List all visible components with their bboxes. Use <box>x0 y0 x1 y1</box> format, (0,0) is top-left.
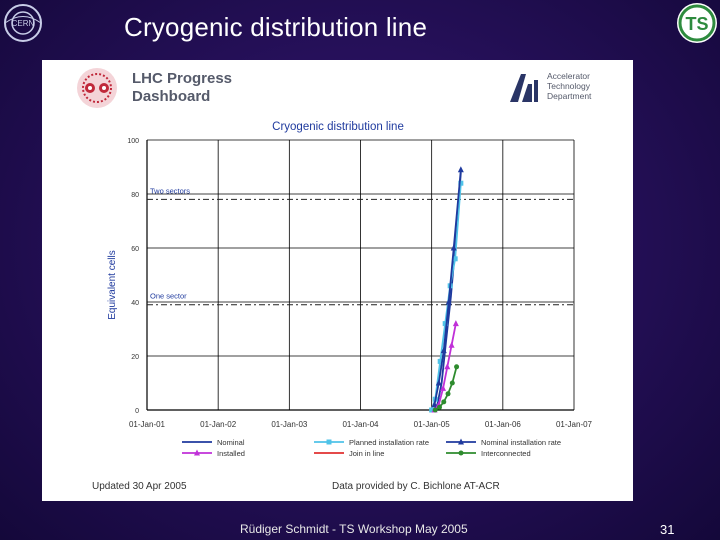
circle-marker <box>436 404 442 410</box>
square-marker <box>458 180 464 186</box>
triangle-marker <box>448 341 455 348</box>
atd-line2: Technology <box>547 81 591 91</box>
triangle-marker <box>457 166 464 173</box>
y-tick-label: 60 <box>131 246 139 253</box>
x-tick-label: 01-Jan-03 <box>271 420 308 429</box>
ts-logo-text: TS <box>685 14 708 34</box>
triangle-marker <box>444 363 451 370</box>
x-tick-label: 01-Jan-05 <box>414 420 451 429</box>
y-tick-label: 0 <box>135 408 139 415</box>
x-tick-label: 01-Jan-02 <box>200 420 237 429</box>
triangle-marker <box>445 298 452 305</box>
x-tick-label: 01-Jan-04 <box>342 420 379 429</box>
circle-marker <box>454 364 460 370</box>
y-tick-label: 20 <box>131 354 139 361</box>
y-tick-label: 80 <box>131 192 139 199</box>
triangle-marker <box>450 244 457 251</box>
atd-line1: Accelerator <box>547 71 590 81</box>
dashboard-title: LHC Progress Dashboard <box>132 70 232 106</box>
atd-department-label: Accelerator Technology Department <box>547 71 591 101</box>
legend-label: Interconnected <box>481 449 531 458</box>
reference-line-label: Two sectors <box>150 186 190 195</box>
y-tick-label: 100 <box>127 138 139 145</box>
square-marker <box>437 358 443 364</box>
triangle-marker <box>194 449 200 456</box>
atd-line3: Department <box>547 91 592 101</box>
legend-label: Nominal <box>217 438 245 447</box>
atd-logo <box>510 74 538 102</box>
chart-title: Cryogenic distribution line <box>272 121 404 133</box>
y-axis-label: Equivalent cells <box>107 250 118 319</box>
triangle-marker <box>431 401 438 408</box>
triangle-marker <box>440 347 447 354</box>
circle-marker <box>432 407 438 413</box>
triangle-marker <box>440 384 447 391</box>
square-marker <box>429 407 435 413</box>
legend-label: Planned installation rate <box>349 438 429 447</box>
progress-chart: Cryogenic distribution line 01-Jan-01 01-J… <box>107 121 593 458</box>
lhc-dashboard-logo <box>77 68 117 108</box>
slide-title: Cryogenic distribution line <box>124 12 428 42</box>
dashboard-title-line2: Dashboard <box>132 88 211 105</box>
legend-label: Nominal installation rate <box>481 438 561 447</box>
x-tick-label: 01-Jan-07 <box>556 420 593 429</box>
square-marker <box>452 256 458 262</box>
square-marker <box>442 321 448 327</box>
triangle-marker <box>435 379 442 386</box>
circle-marker <box>458 450 464 456</box>
circle-marker <box>449 380 455 386</box>
updated-date: Updated 30 Apr 2005 <box>92 481 187 492</box>
series-line <box>433 169 462 405</box>
data-source: Data provided by C. Bichlone AT-ACR <box>332 481 500 492</box>
legend-label: Join in line <box>349 449 384 458</box>
ts-logo: TS <box>677 3 717 43</box>
triangle-marker <box>458 438 464 445</box>
x-tick-label: 01-Jan-01 <box>129 420 166 429</box>
cern-logo-text: CERN <box>12 19 35 28</box>
circle-marker <box>441 399 447 405</box>
triangle-marker <box>452 320 459 327</box>
y-tick-label: 40 <box>131 300 139 307</box>
circle-marker <box>445 391 451 397</box>
cern-logo: CERN <box>4 4 42 42</box>
dashboard-title-line1: LHC Progress <box>132 70 233 87</box>
x-tick-label: 01-Jan-06 <box>485 420 522 429</box>
dashboard-panel: LHC Progress Dashboard Accelerator Techn… <box>42 60 633 501</box>
square-marker <box>326 439 332 445</box>
page-number: 31 <box>660 522 675 537</box>
slide-footer: Rüdiger Schmidt - TS Workshop May 2005 <box>240 522 468 536</box>
legend-label: Installed <box>217 449 245 458</box>
reference-line-label: One sector <box>150 292 187 301</box>
